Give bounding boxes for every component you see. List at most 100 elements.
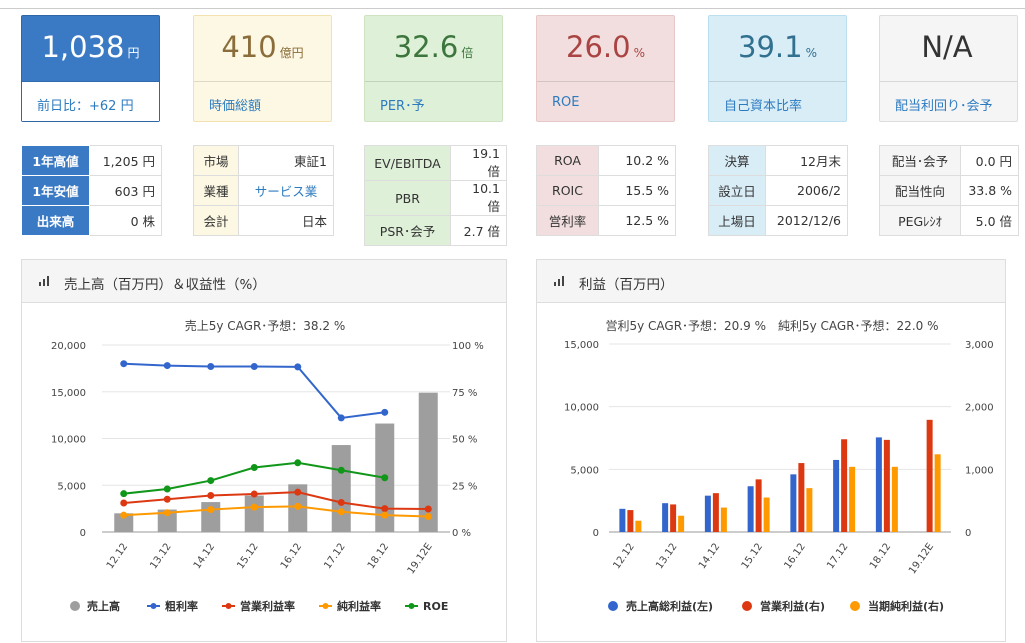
table-key: 配当･会予 — [879, 145, 961, 176]
bar — [833, 459, 840, 532]
kpi-label[interactable]: ROE — [552, 95, 580, 110]
data-point — [163, 495, 171, 503]
table-value: 5.0 倍 — [960, 205, 1019, 236]
bar — [712, 493, 719, 532]
data-point — [337, 508, 345, 516]
table-value: 10.2 % — [598, 145, 676, 176]
table-value[interactable]: サービス業 — [238, 175, 334, 206]
table-value: 12.5 % — [598, 205, 676, 236]
table-value: 2.7 倍 — [450, 215, 507, 246]
table-key: 1年安値 — [21, 175, 90, 206]
series-line — [123, 491, 429, 510]
legend-label: 営業利益率 — [240, 599, 295, 613]
data-point — [207, 477, 215, 485]
data-point — [294, 459, 302, 467]
y-tick-label-right: 2,000 — [965, 403, 994, 414]
bar — [763, 497, 770, 532]
data-point — [424, 512, 432, 520]
info-table: 決算 12月末 設立日 2006/2 上場日 2012/12/6 — [708, 145, 848, 236]
table-key: EV/EBITDA — [364, 145, 451, 181]
kpi-label[interactable]: 前日比：+62 円 — [37, 99, 134, 114]
x-tick-label: 12.12 — [105, 541, 130, 571]
table-row: 出来高 0 株 — [21, 205, 162, 236]
bar — [704, 495, 711, 532]
bar — [806, 488, 813, 532]
table-value: 33.8 % — [960, 175, 1019, 206]
bar — [678, 515, 685, 532]
chart-title: 営利5y CAGR･予想：20.9 % 純利5y CAGR･予想：22.0 % — [605, 318, 938, 333]
y-tick-label-right: 0 % — [452, 528, 471, 539]
table-key: 1年高値 — [21, 145, 90, 176]
bar — [418, 392, 438, 532]
bar — [670, 504, 677, 532]
kpi-card: 26.0% ROE — [536, 15, 675, 122]
kpi-value: 410 億円 — [221, 30, 304, 64]
kpi-label[interactable]: 配当利回り･会予 — [895, 99, 993, 114]
bar — [331, 445, 351, 532]
table-key: PBR — [364, 180, 451, 216]
y-tick-label-right: 0 — [965, 528, 971, 539]
x-tick-label: 17.12 — [322, 541, 347, 571]
bar — [157, 509, 177, 532]
legend-label: 売上高総利益(左) — [626, 599, 713, 613]
data-point — [337, 466, 345, 474]
sales-profitability-panel: 売上高（百万円）＆収益性（%） 売上5y CAGR･予想：38.2 % 20,00… — [21, 259, 507, 642]
data-point — [381, 408, 389, 416]
bar — [114, 513, 134, 532]
y-tick-label-right: 3,000 — [965, 340, 994, 351]
panel-title: 売上高（百万円）＆収益性（%） — [64, 277, 266, 293]
legend-swatch — [408, 603, 415, 609]
data-point — [120, 511, 128, 519]
table-value: 12月末 — [765, 145, 848, 176]
table-value: 0.0 円 — [960, 145, 1019, 176]
legend-label: 当期純利益(右) — [868, 599, 944, 613]
x-tick-label: 18.12 — [366, 541, 391, 571]
x-tick-label: 17.12 — [825, 541, 850, 571]
data-point — [250, 503, 258, 511]
table-row: 配当性向 33.8 % — [879, 175, 1019, 206]
data-point — [163, 485, 171, 493]
y-tick-label-left: 10,000 — [564, 403, 599, 414]
data-point — [294, 488, 302, 496]
kpi-card: 410 億円時価総額 — [193, 15, 332, 122]
legend-label: 営業利益(右) — [760, 599, 825, 613]
table-key: 上場日 — [708, 205, 766, 236]
y-tick-label-right: 75 % — [452, 388, 477, 399]
legend-label: 粗利率 — [165, 599, 198, 613]
data-point — [294, 363, 302, 371]
legend-label: 売上高 — [87, 599, 120, 613]
table-key: 配当性向 — [879, 175, 961, 206]
table-value: 0 株 — [89, 205, 162, 236]
table-row: 市場 東証1 — [193, 145, 334, 176]
legend-swatch — [150, 603, 157, 609]
kpi-label[interactable]: 時価総額 — [209, 99, 262, 114]
bar — [849, 466, 856, 532]
x-tick-label: 13.12 — [148, 541, 173, 571]
data-point — [163, 509, 171, 517]
data-point — [381, 511, 389, 519]
data-point — [250, 490, 258, 498]
y-tick-label-left: 5,000 — [57, 481, 86, 492]
x-tick-label: 16.12 — [782, 541, 807, 571]
bar — [883, 439, 890, 532]
table-key: 営利率 — [536, 205, 599, 236]
table-row: 上場日 2012/12/6 — [708, 205, 848, 236]
table-row: PBR 10.1 倍 — [364, 180, 507, 216]
y-tick-label-left: 15,000 — [51, 388, 86, 399]
y-tick-label-left: 15,000 — [564, 340, 599, 351]
data-point — [337, 498, 345, 506]
x-tick-label: 15.12 — [740, 541, 765, 571]
chart-title: 売上5y CAGR･予想：38.2 % — [185, 318, 346, 333]
table-row: 業種 サービス業 — [193, 175, 334, 206]
kpi-label[interactable]: 自己資本比率 — [724, 99, 803, 114]
sales-profitability-chart: 売上5y CAGR･予想：38.2 % 20,000 100 % 15,000 75 %… — [51, 318, 484, 613]
bar — [790, 474, 797, 532]
kpi-label[interactable]: PER･予 — [380, 99, 425, 114]
table-key: PEGﾚｼｵ — [879, 205, 961, 236]
data-point — [207, 363, 215, 371]
bar-chart-icon — [39, 274, 53, 286]
table-row: PEGﾚｼｵ 5.0 倍 — [879, 205, 1019, 236]
data-point — [337, 414, 345, 422]
series-line — [123, 505, 429, 518]
table-value: 2006/2 — [765, 175, 848, 206]
